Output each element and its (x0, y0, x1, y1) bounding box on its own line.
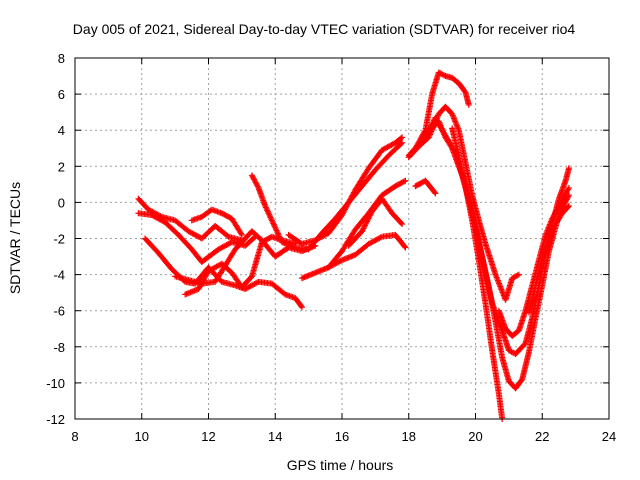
series-track-8 (285, 134, 406, 247)
series-track-11 (345, 195, 406, 249)
y-tick-label: -10 (46, 376, 65, 391)
data-point (399, 139, 406, 146)
data-point (238, 231, 245, 238)
data-point (337, 257, 344, 264)
data-point (465, 101, 472, 108)
x-tick-label: 8 (71, 429, 78, 444)
data-point (401, 243, 408, 250)
data-point (402, 244, 409, 251)
x-tick-label: 24 (602, 429, 616, 444)
data-point (298, 304, 305, 311)
data-point (441, 72, 448, 79)
data-point (298, 302, 305, 309)
x-axis-label: GPS time / hours (287, 457, 394, 473)
series-track-6 (188, 206, 245, 238)
data-point (402, 177, 409, 184)
data-point (401, 178, 408, 185)
data-point (224, 232, 231, 239)
data-point (514, 272, 521, 279)
data-point (399, 134, 406, 141)
y-tick-label: 2 (58, 159, 65, 174)
data-point (377, 234, 384, 241)
x-tick-label: 16 (335, 429, 349, 444)
x-tick-label: 14 (268, 429, 282, 444)
series-track-2 (135, 210, 259, 265)
data-point (238, 230, 245, 237)
series-track-17 (495, 184, 572, 339)
y-tick-label: -12 (46, 412, 65, 427)
y-tick-label: -4 (53, 268, 65, 283)
series-track-13 (405, 103, 522, 303)
data-point (432, 190, 439, 197)
data-point (398, 219, 405, 226)
x-tick-label: 22 (535, 429, 549, 444)
chart-title: Day 005 of 2021, Sidereal Day-to-day VTE… (73, 21, 576, 37)
data-point (397, 135, 404, 142)
series-track-9 (298, 231, 409, 282)
y-tick-label: 4 (58, 123, 65, 138)
x-tick-label: 10 (135, 429, 149, 444)
y-tick-label: -8 (53, 340, 65, 355)
y-axis-label: SDTVAR / TECUs (7, 182, 23, 294)
data-point (564, 204, 571, 211)
y-tick-label: -6 (53, 304, 65, 319)
y-tick-label: 0 (58, 195, 65, 210)
y-tick-label: 6 (58, 87, 65, 102)
data-point (565, 203, 572, 210)
data-point (565, 184, 572, 191)
series-track-19 (412, 177, 439, 197)
data-point (565, 165, 572, 172)
data-point (518, 377, 525, 384)
y-tick-label: -2 (53, 232, 65, 247)
data-point (565, 186, 572, 193)
y-tick-label: 8 (58, 51, 65, 66)
x-tick-label: 18 (402, 429, 416, 444)
data-point (431, 189, 438, 196)
data-point (515, 271, 522, 278)
x-tick-label: 12 (201, 429, 215, 444)
series-track-18 (525, 203, 572, 316)
series-track-5 (182, 233, 299, 298)
data-point (399, 221, 406, 228)
series-track-16 (449, 125, 506, 422)
x-tick-label: 20 (468, 429, 482, 444)
data-series (135, 69, 572, 422)
data-point (397, 140, 404, 147)
